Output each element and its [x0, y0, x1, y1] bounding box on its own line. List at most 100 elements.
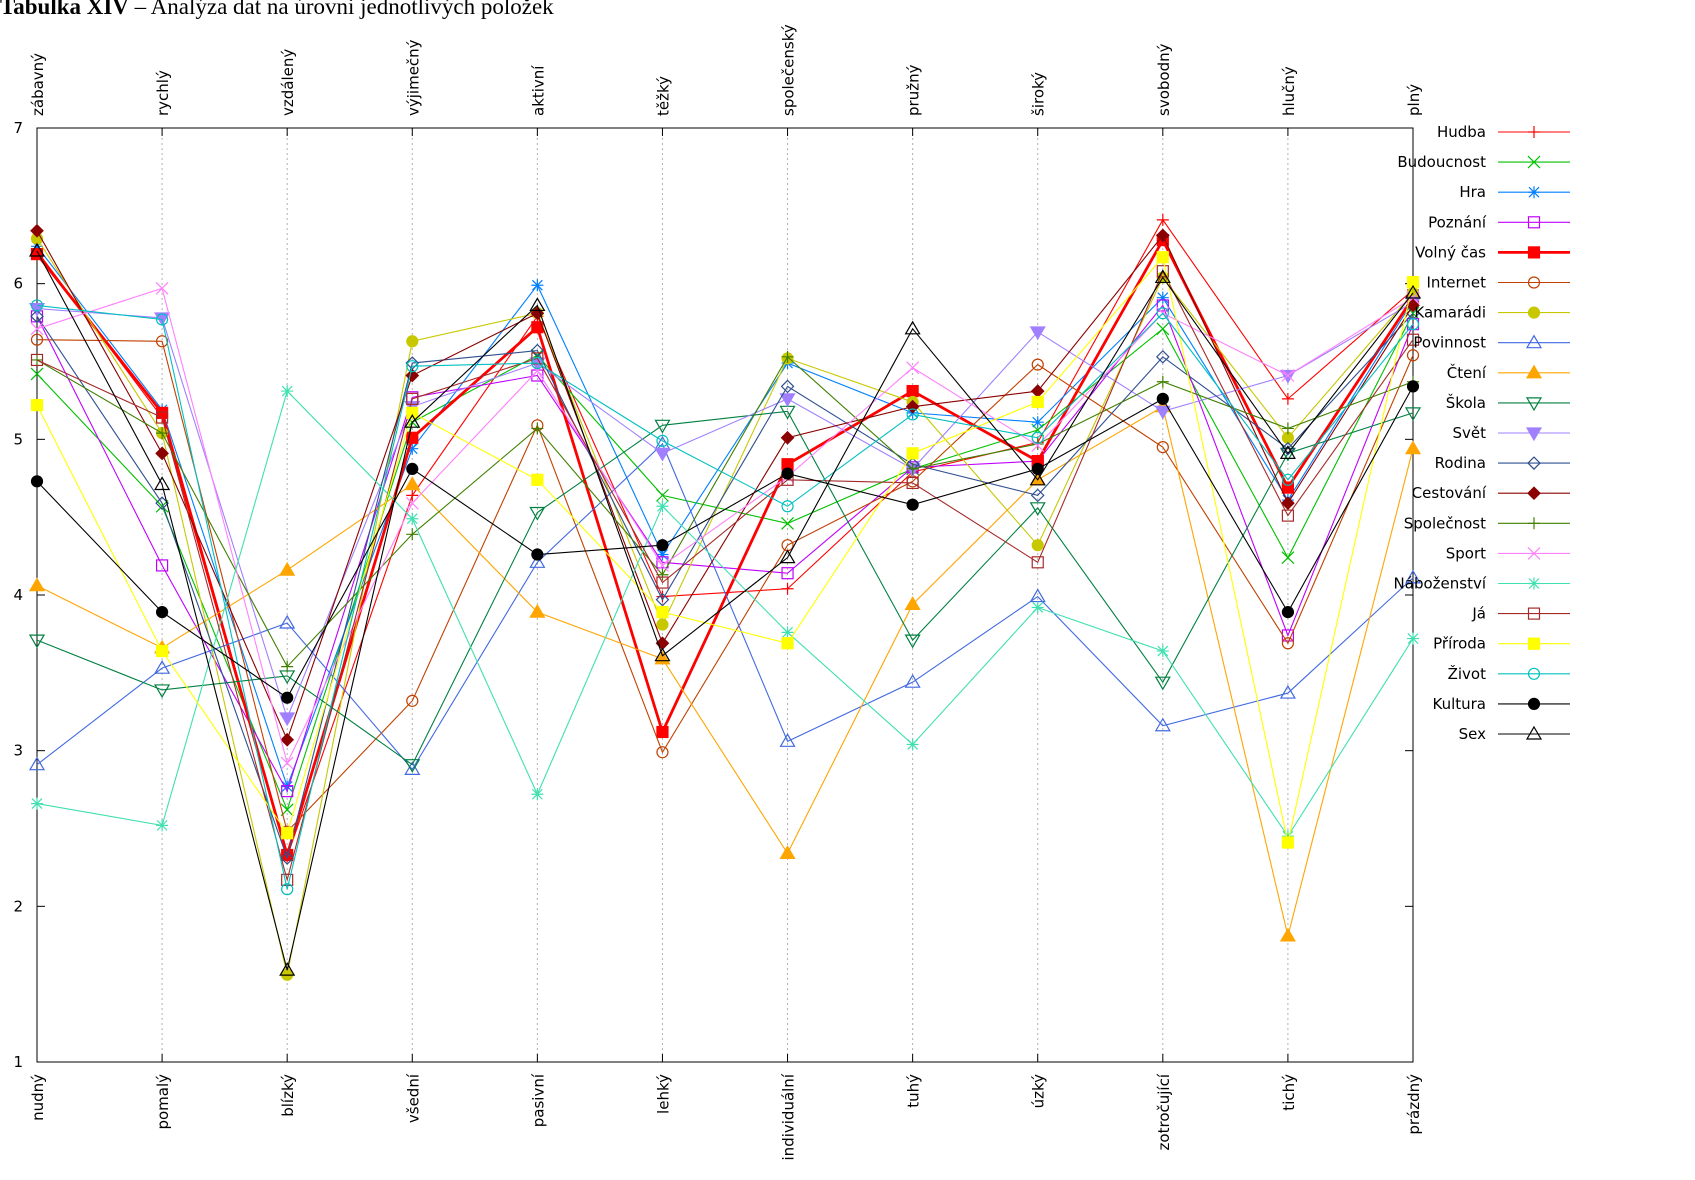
data-point — [1281, 836, 1295, 849]
series-20 — [28, 242, 1422, 976]
data-point — [1407, 632, 1419, 645]
data-point — [30, 398, 44, 412]
data-point — [281, 827, 294, 840]
data-point — [656, 725, 669, 739]
data-point — [30, 322, 44, 336]
data-point — [30, 475, 44, 488]
legend-marker — [1525, 427, 1543, 442]
series-line — [35, 237, 1415, 860]
data-point — [281, 780, 294, 793]
data-point — [1031, 358, 1044, 371]
data-point — [1156, 291, 1169, 304]
data-point — [531, 473, 544, 486]
data-point — [779, 733, 796, 747]
data-point — [1406, 276, 1420, 289]
data-point — [1029, 502, 1046, 517]
data-point — [1029, 471, 1046, 486]
legend-marker — [1527, 276, 1541, 289]
data-point — [281, 873, 294, 886]
legend-item: Kamarádi — [1414, 304, 1570, 322]
series-15 — [31, 385, 1419, 843]
data-point — [155, 313, 169, 326]
data-point — [31, 240, 43, 253]
y-tick-label: 7 — [13, 119, 23, 137]
data-point — [531, 356, 544, 370]
data-point — [406, 431, 419, 444]
legend-item: Budoucnost — [1397, 153, 1570, 171]
data-point — [30, 367, 44, 381]
top-item-label: zábavný — [29, 53, 47, 116]
series-line — [36, 390, 1414, 838]
data-point — [281, 883, 294, 896]
series-line — [36, 304, 1414, 793]
data-point — [655, 592, 670, 607]
data-point — [529, 506, 546, 521]
data-point — [1154, 717, 1171, 732]
data-point — [155, 281, 169, 295]
data-point — [654, 419, 671, 434]
data-point — [1281, 369, 1295, 382]
bottom-item-label: tichý — [1280, 1074, 1298, 1111]
data-point — [281, 848, 294, 862]
data-point — [406, 512, 419, 525]
bottom-item-label: pomalý — [154, 1074, 172, 1130]
data-point — [279, 712, 296, 727]
bottom-item-label: úzký — [1030, 1074, 1048, 1109]
legend-label: Cestování — [1412, 484, 1487, 502]
data-point — [1281, 473, 1295, 486]
y-tick-label: 6 — [13, 275, 23, 293]
series-18 — [30, 299, 1420, 896]
data-point — [1029, 326, 1046, 341]
data-point — [28, 634, 46, 649]
top-item-label: rychlý — [154, 70, 172, 116]
y-tick-label: 4 — [13, 586, 23, 604]
data-point — [279, 961, 296, 976]
top-item-label: aktivní — [529, 65, 547, 116]
y-tick-label: 5 — [13, 430, 23, 448]
data-point — [656, 488, 669, 502]
bottom-item-label: prázdný — [1405, 1074, 1423, 1135]
figure-caption: Tabulka XIV – Analýza dat na úrovni jedn… — [0, 0, 554, 20]
top-item-label: pružný — [905, 64, 923, 116]
data-point — [1156, 299, 1169, 312]
legend-label: Kamarádi — [1414, 304, 1486, 322]
legend-item: Život — [1448, 664, 1570, 683]
data-point — [531, 279, 544, 292]
series-line — [36, 355, 1414, 668]
legend-label: Sport — [1446, 544, 1486, 562]
legend-marker — [1527, 637, 1541, 650]
legend-item: Sex — [1459, 725, 1570, 743]
data-point — [1156, 322, 1170, 336]
legend-label: Náboženství — [1394, 575, 1487, 593]
legend-marker — [1527, 607, 1541, 620]
legend-marker — [1527, 456, 1541, 470]
legend-label: Budoucnost — [1397, 153, 1486, 171]
data-point — [28, 242, 46, 257]
data-point — [1155, 349, 1170, 364]
data-point — [531, 788, 544, 801]
legend-label: Internet — [1426, 274, 1486, 292]
series-line — [36, 304, 1414, 890]
data-point — [531, 352, 544, 365]
data-point — [1406, 380, 1420, 393]
data-point — [155, 499, 169, 513]
legend-item: Hudba — [1437, 123, 1570, 141]
data-point — [904, 320, 921, 335]
data-point — [656, 548, 669, 561]
data-point — [1281, 509, 1295, 522]
legend-item: Škola — [1446, 393, 1570, 412]
data-point — [656, 539, 669, 552]
data-point — [779, 549, 796, 564]
legend-item: Společnost — [1404, 514, 1570, 532]
legend-label: Život — [1448, 664, 1486, 683]
bottom-item-label: všední — [404, 1073, 422, 1123]
series-13 — [31, 350, 1419, 673]
legend-marker — [1527, 697, 1541, 711]
data-point — [1279, 927, 1296, 942]
data-point — [904, 634, 921, 649]
series-17 — [30, 251, 1420, 849]
data-point — [1156, 441, 1169, 454]
legend-marker — [1527, 306, 1541, 319]
data-point — [781, 516, 794, 530]
